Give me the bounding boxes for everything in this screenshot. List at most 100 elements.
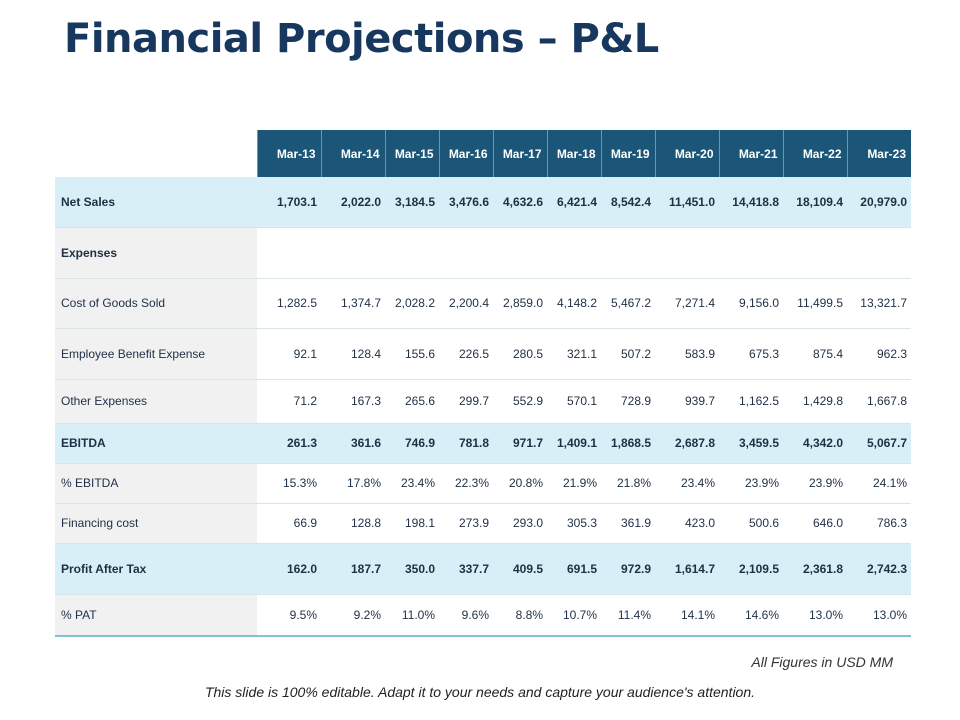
column-header: Mar-23 <box>846 130 911 177</box>
table-cell: 321.1 <box>547 328 601 380</box>
table-cell: 1,667.8 <box>847 379 911 424</box>
table-cell: 1,282.5 <box>257 278 321 329</box>
table-cell <box>385 227 439 279</box>
table-cell: 2,742.3 <box>847 543 911 595</box>
table-cell: 646.0 <box>783 503 847 544</box>
table-cell: 23.9% <box>719 463 783 504</box>
table-cell: 507.2 <box>601 328 655 380</box>
table-cell: 1,374.7 <box>321 278 385 329</box>
table-cell: 350.0 <box>385 543 439 595</box>
row-label: Employee Benefit Expense <box>55 328 257 380</box>
table-cell: 2,022.0 <box>321 177 385 228</box>
table-cell: 162.0 <box>257 543 321 595</box>
table-cell: 198.1 <box>385 503 439 544</box>
table-cell: 1,429.8 <box>783 379 847 424</box>
table-cell: 14.1% <box>655 594 719 637</box>
table-cell: 4,632.6 <box>493 177 547 228</box>
table-cell: 11,451.0 <box>655 177 719 228</box>
table-cell: 728.9 <box>601 379 655 424</box>
table-cell <box>601 227 655 279</box>
column-header: Mar-14 <box>320 130 385 177</box>
table-row-cogs: Cost of Goods Sold 1,282.5 1,374.7 2,028… <box>55 278 911 329</box>
table-row-profit-after-tax: Profit After Tax 162.0 187.7 350.0 337.7… <box>55 543 911 595</box>
table-cell: 2,859.0 <box>493 278 547 329</box>
table-cell <box>547 227 601 279</box>
table-cell: 293.0 <box>493 503 547 544</box>
table-cell: 11,499.5 <box>783 278 847 329</box>
row-label: Profit After Tax <box>55 543 257 595</box>
table-cell: 13.0% <box>847 594 911 637</box>
row-label: Expenses <box>55 227 257 279</box>
table-cell: 11.4% <box>601 594 655 637</box>
table-row-pat-pct: % PAT 9.5% 9.2% 11.0% 9.6% 8.8% 10.7% 11… <box>55 594 911 637</box>
table-cell: 746.9 <box>385 423 439 464</box>
table-cell: 423.0 <box>655 503 719 544</box>
table-row-other-expenses: Other Expenses 71.2 167.3 265.6 299.7 55… <box>55 379 911 424</box>
table-cell: 14.6% <box>719 594 783 637</box>
table-cell: 20,979.0 <box>847 177 911 228</box>
table-cell: 7,271.4 <box>655 278 719 329</box>
table-cell: 786.3 <box>847 503 911 544</box>
row-label: Other Expenses <box>55 379 257 424</box>
table-cell: 2,109.5 <box>719 543 783 595</box>
table-cell: 552.9 <box>493 379 547 424</box>
table-cell: 20.8% <box>493 463 547 504</box>
table-cell <box>493 227 547 279</box>
table-cell: 4,342.0 <box>783 423 847 464</box>
table-cell: 939.7 <box>655 379 719 424</box>
column-header: Mar-21 <box>718 130 783 177</box>
table-cell: 4,148.2 <box>547 278 601 329</box>
table-cell: 1,409.1 <box>547 423 601 464</box>
table-cell: 265.6 <box>385 379 439 424</box>
table-row-ebitda-pct: % EBITDA 15.3% 17.8% 23.4% 22.3% 20.8% 2… <box>55 463 911 504</box>
corner-cell <box>55 130 257 177</box>
slide-title: Financial Projections – P&L <box>64 16 659 62</box>
table-cell: 9,156.0 <box>719 278 783 329</box>
table-cell: 15.3% <box>257 463 321 504</box>
table-row-expenses: Expenses <box>55 227 911 279</box>
table-cell <box>655 227 719 279</box>
table-cell: 2,361.8 <box>783 543 847 595</box>
table-cell: 92.1 <box>257 328 321 380</box>
units-note: All Figures in USD MM <box>751 654 893 670</box>
table-cell: 23.4% <box>655 463 719 504</box>
table-cell: 273.9 <box>439 503 493 544</box>
table-cell <box>439 227 493 279</box>
table-cell: 299.7 <box>439 379 493 424</box>
table-cell: 17.8% <box>321 463 385 504</box>
table-cell: 167.3 <box>321 379 385 424</box>
table-cell: 1,614.7 <box>655 543 719 595</box>
table-cell: 972.9 <box>601 543 655 595</box>
column-header: Mar-22 <box>782 130 847 177</box>
table-cell: 8.8% <box>493 594 547 637</box>
table-cell: 875.4 <box>783 328 847 380</box>
table-cell: 155.6 <box>385 328 439 380</box>
table-cell: 8,542.4 <box>601 177 655 228</box>
table-cell: 361.6 <box>321 423 385 464</box>
table-cell: 6,421.4 <box>547 177 601 228</box>
table-cell: 691.5 <box>547 543 601 595</box>
table-cell: 226.5 <box>439 328 493 380</box>
table-cell: 21.9% <box>547 463 601 504</box>
table-cell <box>321 227 385 279</box>
table-row-employee-benefit: Employee Benefit Expense 92.1 128.4 155.… <box>55 328 911 380</box>
table-cell: 3,184.5 <box>385 177 439 228</box>
row-label: EBITDA <box>55 423 257 464</box>
table-cell: 9.5% <box>257 594 321 637</box>
table-cell: 1,868.5 <box>601 423 655 464</box>
table-cell: 13.0% <box>783 594 847 637</box>
table-cell: 781.8 <box>439 423 493 464</box>
table-cell: 5,467.2 <box>601 278 655 329</box>
table-cell: 570.1 <box>547 379 601 424</box>
table-cell <box>257 227 321 279</box>
table-cell: 13,321.7 <box>847 278 911 329</box>
table-cell: 500.6 <box>719 503 783 544</box>
table-cell: 187.7 <box>321 543 385 595</box>
table-cell: 66.9 <box>257 503 321 544</box>
column-header: Mar-15 <box>384 130 439 177</box>
table-cell: 2,028.2 <box>385 278 439 329</box>
table-cell: 261.3 <box>257 423 321 464</box>
table-row-ebitda: EBITDA 261.3 361.6 746.9 781.8 971.7 1,4… <box>55 423 911 464</box>
table-cell: 675.3 <box>719 328 783 380</box>
column-header: Mar-17 <box>492 130 547 177</box>
